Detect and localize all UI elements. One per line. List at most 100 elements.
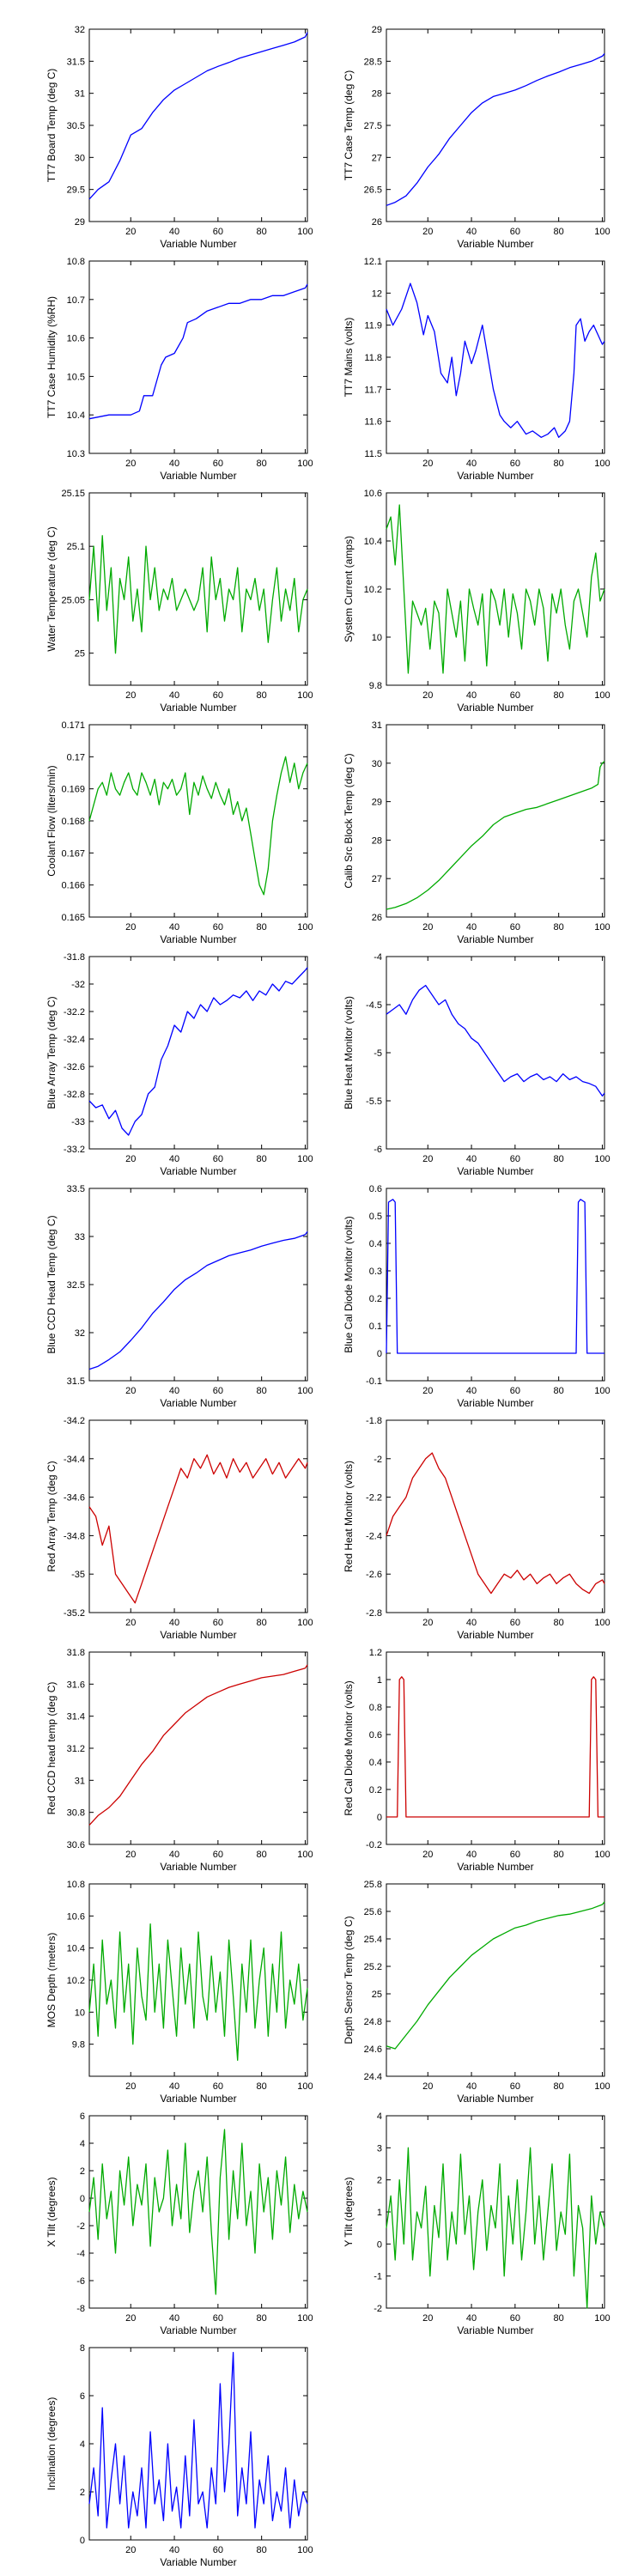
- x-tick-label: 80: [257, 2313, 267, 2324]
- y-tick-label: 33.5: [67, 1184, 85, 1194]
- series-line: [88, 1231, 308, 1370]
- y-tick-label: 6: [80, 2391, 85, 2402]
- series-line: [386, 1452, 605, 1595]
- y-tick-label: -4: [76, 2249, 85, 2259]
- y-tick-label: 10.8: [67, 257, 85, 267]
- line-chart-3: 10.3 10.4 10.5 10.6 10.7 10.8 20 40 60 80 100 Varia…: [46, 257, 313, 482]
- x-tick-label: 60: [510, 690, 520, 701]
- y-tick-label: -0.2: [366, 1840, 382, 1850]
- y-axis-label: TT7 Mains (volts): [343, 318, 355, 398]
- y-tick-label: 2: [377, 2176, 382, 2186]
- y-tick-label: 0.6: [369, 1184, 382, 1194]
- x-tick-label: 100: [594, 1618, 610, 1628]
- x-axis-label: Variable Number: [160, 238, 236, 250]
- x-tick-label: 100: [297, 227, 313, 237]
- x-tick-label: 80: [554, 690, 564, 701]
- y-tick-label: 11.5: [364, 449, 382, 459]
- x-tick-label: 80: [257, 1850, 267, 1860]
- x-tick-label: 60: [213, 922, 223, 933]
- y-tick-label: 30: [75, 153, 85, 163]
- x-tick-label: 100: [297, 2313, 313, 2324]
- y-tick-label: 25.1: [67, 542, 85, 552]
- y-tick-label: -32: [71, 980, 85, 990]
- x-tick-label: 40: [466, 1618, 477, 1628]
- y-tick-label: -34.4: [64, 1455, 85, 1465]
- x-tick-label: 60: [510, 1850, 520, 1860]
- y-tick-label: 12: [372, 289, 382, 299]
- y-tick-label: -34.6: [64, 1493, 85, 1504]
- y-tick-label: -34.2: [64, 1416, 85, 1426]
- line-chart-18: 24.4 24.6 24.8 25 25.2 25.4 25.6 25.8 20 40 60 80 10…: [343, 1880, 611, 2105]
- y-tick-label: 10.6: [364, 489, 382, 499]
- y-tick-label: 31.4: [67, 1712, 85, 1722]
- y-tick-label: 10.2: [67, 1976, 85, 1986]
- x-tick-label: 60: [213, 1386, 223, 1396]
- x-tick-label: 100: [594, 922, 610, 933]
- x-tick-label: 80: [257, 2081, 267, 2092]
- y-tick-label: -1: [374, 2272, 382, 2282]
- series-line: [386, 1676, 605, 1818]
- y-tick-label: 32: [75, 1328, 85, 1339]
- y-tick-label: -4: [374, 952, 382, 963]
- x-tick-label: 20: [125, 922, 136, 933]
- x-tick-label: 60: [213, 1154, 223, 1164]
- y-tick-label: -2.8: [366, 1608, 382, 1619]
- x-tick-label: 60: [213, 2545, 223, 2555]
- y-tick-label: 1: [377, 1675, 382, 1686]
- y-tick-label: -6: [374, 1145, 382, 1155]
- x-tick-label: 100: [594, 227, 610, 237]
- x-tick-label: 80: [257, 2545, 267, 2555]
- x-tick-label: 40: [169, 922, 179, 933]
- y-tick-label: -4.5: [366, 1000, 382, 1011]
- y-tick-label: 0.2: [369, 1785, 382, 1795]
- plot-frame: [386, 724, 605, 918]
- y-tick-label: 29: [372, 798, 382, 808]
- x-axis-label: Variable Number: [457, 2093, 533, 2105]
- y-tick-label: 31: [372, 720, 382, 731]
- x-tick-label: 60: [213, 2081, 223, 2092]
- x-tick-label: 20: [125, 2545, 136, 2555]
- y-tick-label: -0.1: [366, 1376, 382, 1387]
- y-tick-label: 0.2: [369, 1294, 382, 1304]
- x-tick-label: 60: [213, 227, 223, 237]
- series-line: [88, 535, 308, 654]
- x-tick-label: 100: [594, 1154, 610, 1164]
- x-tick-label: 60: [213, 2313, 223, 2324]
- x-tick-label: 60: [510, 922, 520, 933]
- plot-frame: [88, 1188, 308, 1382]
- x-tick-label: 40: [169, 1154, 179, 1164]
- x-tick-label: 20: [125, 227, 136, 237]
- x-axis-label: Variable Number: [160, 2093, 236, 2105]
- line-chart-14: -1.8 -2 -2.2 -2.4 -2.6 -2.8 20 40 60 80 100 Variabl…: [343, 1416, 611, 1641]
- x-tick-label: 80: [257, 1154, 267, 1164]
- x-tick-label: 40: [466, 690, 477, 701]
- y-tick-label: -33.2: [64, 1145, 85, 1155]
- line-chart-9: -31.8 -32 -32.2 -32.4 -32.6 -32.8 -33 -33.2 20 40…: [46, 952, 313, 1177]
- y-tick-label: 0.166: [61, 881, 85, 891]
- x-tick-label: 20: [422, 1850, 433, 1860]
- y-tick-label: -35.2: [64, 1608, 85, 1619]
- series-line: [88, 2351, 308, 2529]
- y-tick-label: -2: [76, 2221, 85, 2232]
- y-axis-label: Red CCD head temp (deg C): [46, 1682, 58, 1815]
- x-axis-label: Variable Number: [160, 470, 236, 482]
- line-chart-17: 9.8 10 10.2 10.4 10.6 10.8 20 40 60 80 100 Variable…: [46, 1880, 313, 2105]
- y-tick-label: 2: [80, 2488, 85, 2498]
- plot-frame: [386, 1883, 605, 2077]
- y-tick-label: 27: [372, 874, 382, 884]
- x-tick-label: 20: [422, 2081, 433, 2092]
- y-tick-label: -2.6: [366, 1570, 382, 1580]
- x-tick-label: 20: [125, 1386, 136, 1396]
- y-tick-label: 0: [80, 2194, 85, 2204]
- y-tick-label: 25.6: [364, 1907, 382, 1917]
- line-chart-20: -2 -1 0 1 2 3 4 20 40 60 80 100 Variable Number Y Til…: [343, 2111, 611, 2336]
- y-tick-label: 28: [372, 835, 382, 846]
- line-chart-19: -8 -6 -4 -2 0 2 4 6 20 40 60 80 100 Variable Number X …: [46, 2111, 313, 2336]
- series-line: [88, 756, 308, 896]
- line-chart-15: 30.6 30.8 31 31.2 31.4 31.6 31.8 20 40 60 80 100 Var…: [46, 1648, 313, 1873]
- x-tick-label: 100: [594, 2081, 610, 2092]
- x-tick-label: 80: [257, 922, 267, 933]
- x-tick-label: 20: [125, 1618, 136, 1628]
- x-tick-label: 100: [297, 2545, 313, 2555]
- series-line: [386, 984, 605, 1097]
